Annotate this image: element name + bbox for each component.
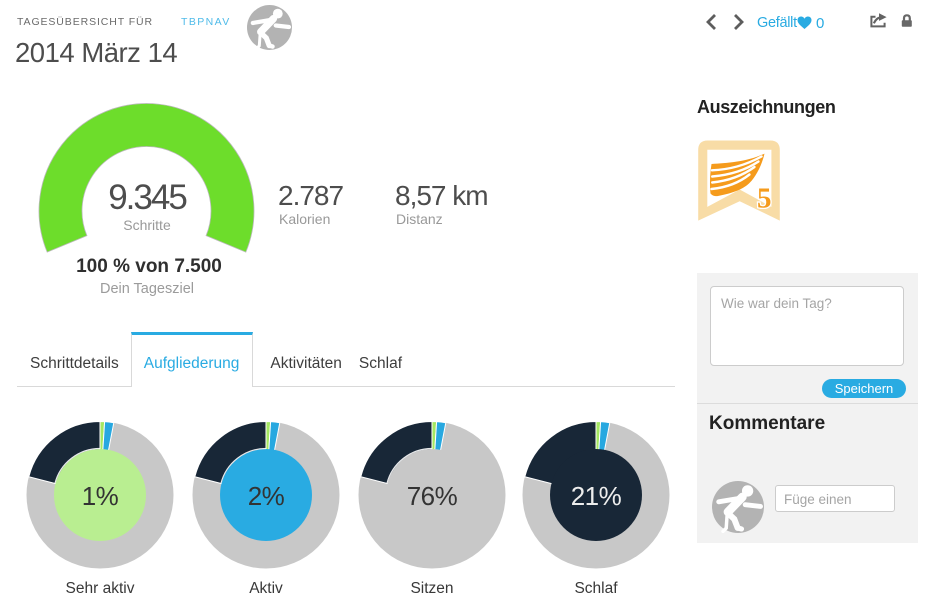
svg-text:5: 5	[757, 183, 772, 215]
